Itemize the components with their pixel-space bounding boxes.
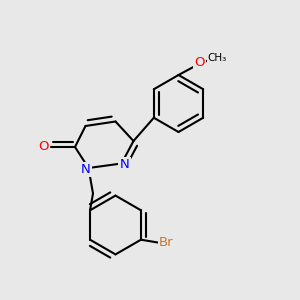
Text: O: O — [194, 56, 205, 70]
Text: O: O — [38, 140, 49, 154]
Text: CH₃: CH₃ — [208, 53, 227, 64]
Text: N: N — [81, 163, 90, 176]
Text: Br: Br — [159, 236, 174, 249]
Text: N: N — [120, 158, 129, 172]
